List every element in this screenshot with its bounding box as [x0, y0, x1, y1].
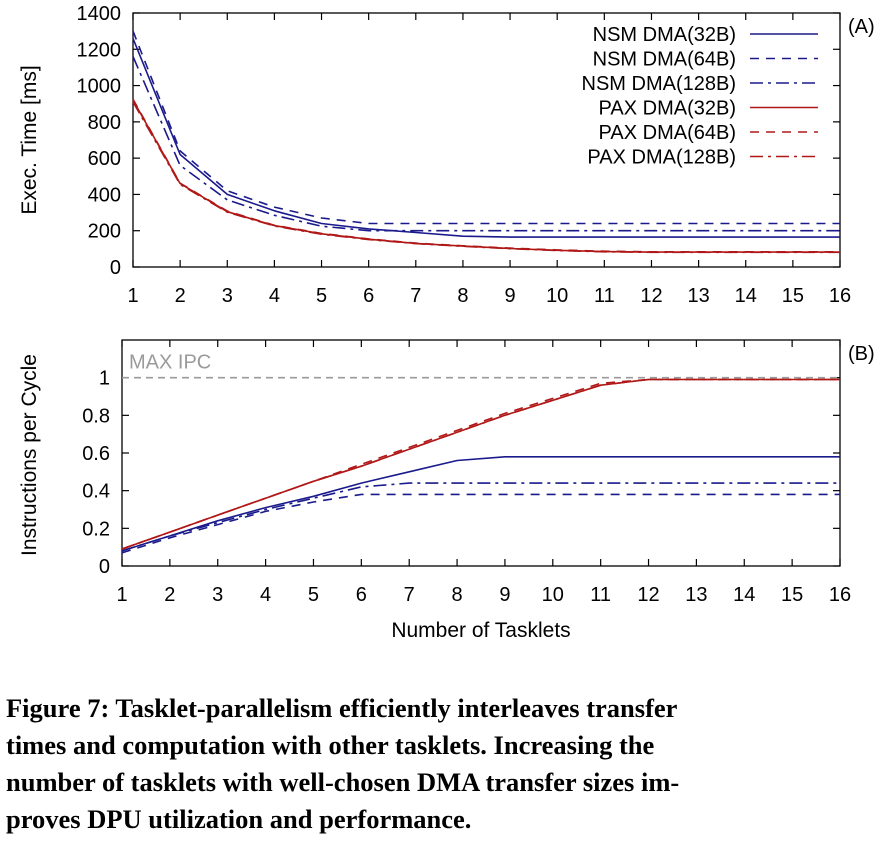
series-line-pax-dma-32b [121, 378, 840, 550]
y-tick-label: 1400 [77, 3, 122, 25]
series-line-nsm-dma-32b [121, 455, 840, 552]
x-tick-label: 15 [782, 285, 804, 307]
panel-label: (A) [848, 16, 875, 38]
plot-frame [132, 12, 841, 268]
x-tick-label: 10 [546, 285, 568, 307]
plot-frame [121, 339, 841, 567]
series-line-pax-dma-128b [121, 378, 840, 550]
legend-label: NSM DMA(128B) [582, 73, 736, 95]
panel-label: (B) [848, 343, 875, 365]
x-tick-label: 9 [499, 584, 510, 606]
y-tick-label: 1 [99, 368, 110, 390]
figure-7-charts: 1 2 3 4 5 6 7 8 9 10 11 12 13 14 15 1602004006008001000… [18, 3, 875, 642]
x-tick-label: 8 [457, 285, 468, 307]
x-tick-label: 4 [269, 285, 280, 307]
series-line-nsm-dma-128b [121, 482, 840, 552]
x-tick-label: 14 [733, 584, 755, 606]
x-tick-label: 1 [116, 584, 127, 606]
max-ipc-label: MAX IPC [129, 352, 211, 374]
x-tick-label: 13 [687, 285, 709, 307]
x-tick-label: 11 [594, 285, 615, 307]
x-tick-label: 9 [505, 285, 516, 307]
y-tick-label: 600 [88, 148, 121, 170]
x-tick-label: 14 [735, 285, 757, 307]
y-tick-label: 800 [88, 112, 121, 134]
x-tick-label: 5 [316, 285, 327, 307]
x-tick-label: 15 [781, 584, 803, 606]
x-tick-label: 16 [829, 584, 851, 606]
y-tick-label: 1200 [77, 39, 122, 61]
x-tick-label: 10 [542, 584, 564, 606]
y-tick-label: 0 [110, 257, 121, 279]
y-tick-label: 400 [88, 184, 121, 206]
y-tick-label: 0.6 [82, 443, 110, 465]
chart-ipc: 1 2 3 4 5 6 7 8 9 10 11 12 13 14 15 1600.20.40.60.81Ins… [18, 339, 875, 642]
x-tick-label: 12 [640, 285, 662, 307]
x-tick-label: 13 [685, 584, 707, 606]
figure-caption: Figure 7: Tasklet-parallelism efficientl… [6, 693, 680, 834]
legend-label: PAX DMA(128B) [587, 147, 736, 169]
y-tick-label: 1000 [77, 76, 122, 98]
series-line-nsm-dma-128b [132, 56, 840, 232]
y-tick-label: 0.8 [82, 405, 110, 427]
y-axis-label: Instructions per Cycle [18, 354, 41, 556]
y-tick-label: 200 [88, 221, 121, 243]
y-axis-label: Exec. Time [ms] [18, 65, 41, 214]
x-tick-label: 2 [164, 584, 175, 606]
x-tick-label: 3 [212, 584, 223, 606]
series-line-pax-dma-64b [121, 378, 840, 550]
series-line-pax-dma-128b [132, 101, 840, 254]
x-tick-label: 16 [829, 285, 851, 307]
series-line-nsm-dma-64b [121, 493, 840, 554]
x-tick-label: 5 [308, 584, 319, 606]
x-tick-label: 8 [452, 584, 463, 606]
series-line-nsm-dma-32b [132, 38, 840, 238]
y-tick-label: 0 [99, 556, 110, 578]
chart-exec-time: 1 2 3 4 5 6 7 8 9 10 11 12 13 14 15 1602004006008001000… [18, 3, 875, 307]
legend: NSM DMA(32B) NSM DMA(64B)NSM DMA(128B) PAX… [582, 24, 818, 169]
legend-label: PAX DMA(64B) [599, 122, 736, 144]
x-tick-label: 7 [410, 285, 421, 307]
x-tick-label: 3 [222, 285, 233, 307]
x-tick-label: 1 [127, 285, 138, 307]
series-line-nsm-dma-64b [132, 30, 840, 225]
x-tick-label: 6 [363, 285, 374, 307]
y-tick-label: 0.4 [82, 481, 110, 503]
x-tick-label: 7 [404, 584, 415, 606]
x-tick-label: 11 [590, 584, 611, 606]
x-tick-label: 4 [260, 584, 271, 606]
x-axis-label: Number of Tasklets [391, 619, 570, 642]
y-tick-label: 0.2 [82, 518, 110, 540]
x-tick-label: 2 [175, 285, 186, 307]
legend-label: NSM DMA(32B) [593, 24, 736, 46]
x-tick-label: 6 [356, 584, 367, 606]
x-tick-label: 12 [637, 584, 659, 606]
legend-label: NSM DMA(64B) [593, 49, 736, 71]
legend-label: PAX DMA(32B) [599, 98, 736, 120]
